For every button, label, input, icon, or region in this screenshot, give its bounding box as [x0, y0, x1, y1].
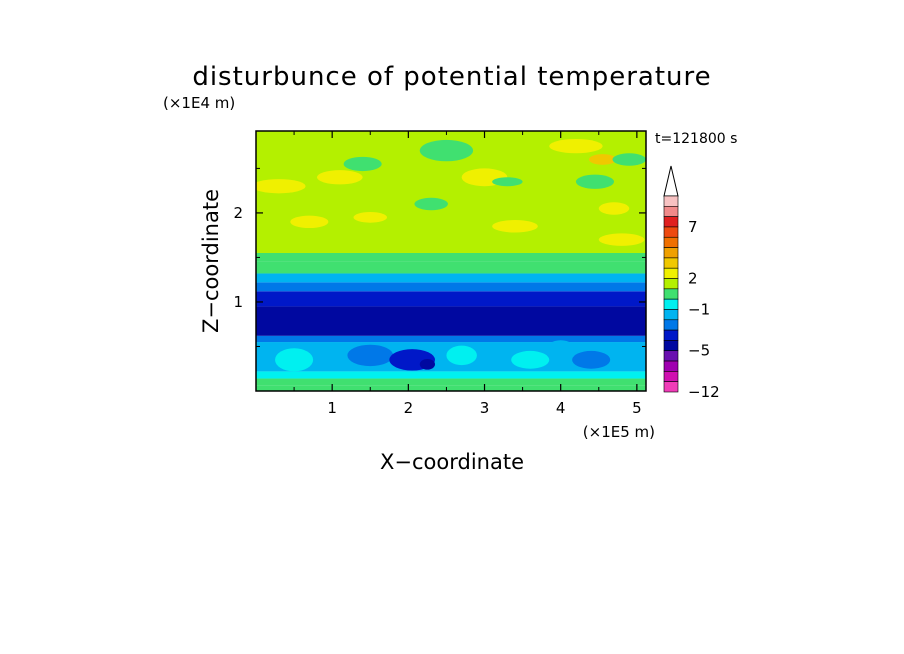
contour-feature — [511, 350, 550, 369]
y-tick-label: 2 — [233, 204, 243, 222]
colorbar-swatch — [663, 309, 679, 321]
colorbar-arrow — [663, 165, 679, 197]
colorbar-swatch — [663, 195, 679, 207]
colorbar-swatch — [663, 319, 679, 331]
colorbar-swatch — [663, 267, 679, 279]
colorbar-swatch — [663, 226, 679, 238]
contour-feature — [347, 344, 394, 367]
x-tick-label: 5 — [632, 399, 642, 417]
contour-feature — [575, 174, 615, 189]
contour-field — [256, 131, 646, 391]
contour-band — [256, 273, 646, 283]
colorbar-swatch — [663, 247, 679, 259]
contour-feature — [545, 340, 576, 362]
time-label: t=121800 s — [655, 131, 737, 147]
y-tick-label: 1 — [233, 293, 243, 311]
contour-feature — [353, 212, 388, 223]
plot-frame — [255, 130, 647, 392]
y-axis-ticks: 12 — [233, 167, 646, 347]
colorbar-swatch — [663, 371, 679, 382]
contour-feature — [316, 170, 363, 185]
colorbar-swatch — [663, 360, 679, 372]
colorbar-swatch — [663, 329, 679, 341]
contour-band — [256, 335, 646, 343]
contour-feature — [612, 153, 646, 166]
contour-band — [256, 252, 646, 262]
contour-feature — [492, 177, 523, 187]
colorbar-swatch — [663, 257, 679, 269]
colorbar-swatch — [663, 381, 679, 393]
colorbar-label: 7 — [688, 218, 698, 236]
contour-band — [256, 371, 646, 379]
colorbar-label: −5 — [688, 342, 710, 360]
x-tick-label: 4 — [556, 399, 566, 417]
colorbar-swatch — [663, 350, 679, 362]
colorbar-swatch — [663, 216, 679, 228]
colorbar-swatch — [663, 236, 679, 248]
contour-feature — [275, 348, 314, 372]
contour-feature — [598, 202, 630, 215]
colorbar-swatch — [663, 340, 679, 352]
contour-feature — [598, 233, 645, 246]
contour-feature — [419, 139, 474, 162]
colorbar-label: −1 — [688, 300, 710, 318]
contour-band — [256, 282, 646, 292]
x-tick-label: 1 — [327, 399, 337, 417]
contour-feature — [414, 197, 448, 211]
y-axis-unit: (×1E4 m) — [163, 94, 235, 112]
x-axis-label: X−coordinate — [380, 450, 524, 474]
contour-band — [256, 306, 646, 336]
contour-band — [256, 385, 646, 391]
contour-feature — [588, 154, 617, 165]
colorbar-swatch — [663, 298, 679, 310]
colorbar-label: −12 — [688, 383, 720, 401]
contour-feature — [256, 179, 306, 194]
contour-band — [256, 291, 646, 307]
colorbar-swatch — [663, 288, 679, 300]
y-axis-label: Z−coordinate — [199, 189, 223, 333]
contour-feature — [446, 345, 477, 366]
contour-feature — [290, 215, 329, 229]
colorbar-swatch — [663, 206, 679, 217]
contour-feature — [549, 139, 603, 154]
contour-band — [256, 378, 646, 386]
x-axis-unit: (×1E5 m) — [583, 423, 655, 441]
x-axis-ticks: 1 2 3 4 5 — [293, 131, 642, 417]
colorbar-swatch — [663, 278, 679, 290]
colorbar-label: 2 — [688, 270, 698, 288]
colorbar: 7 2 −1 −5 −12 — [663, 165, 720, 401]
contour-feature — [492, 220, 538, 233]
contour-feature — [572, 350, 611, 369]
chart-title: disturbunce of potential temperature — [192, 62, 711, 92]
contour-feature — [343, 156, 382, 172]
x-tick-label: 3 — [480, 399, 490, 417]
contour-feature — [419, 358, 436, 370]
x-tick-label: 2 — [404, 399, 414, 417]
contour-band — [256, 261, 646, 274]
